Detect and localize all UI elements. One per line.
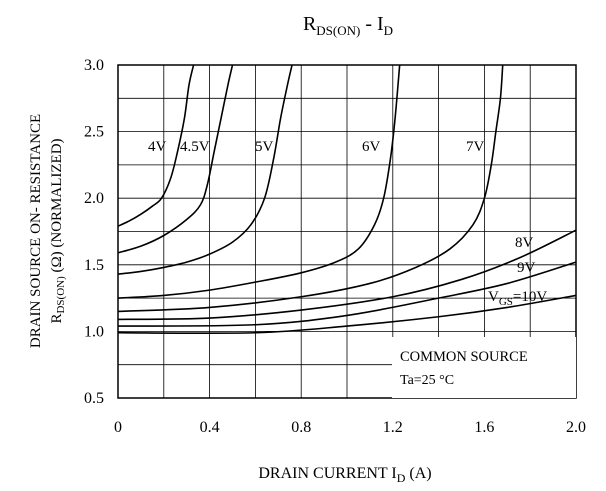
y-tick-label: 2.0 — [84, 190, 104, 207]
x-tick-labels: 0 0.4 0.8 1.2 1.6 2.0 — [114, 419, 586, 436]
y-axis-label-line2: RDS(ON) (Ω) (NORMALIZED) — [49, 138, 67, 323]
x-tick-label: 0.8 — [291, 419, 311, 436]
series-label-4v: 4V — [148, 139, 167, 155]
series-label-6v: 6V — [362, 139, 381, 155]
annotation-line1: COMMON SOURCE — [400, 349, 528, 365]
chart-title: RDS(ON) - ID — [303, 13, 393, 38]
x-tick-label: 1.2 — [383, 419, 403, 436]
series-line-6v — [117, 64, 401, 299]
series-line-vgs-10v — [117, 294, 577, 335]
y-axis-label: DRAIN SOURCE ON- RESISTANCE RDS(ON) (Ω) … — [28, 114, 67, 348]
series-label-8v: 8V — [515, 235, 534, 251]
series-line-8v — [117, 229, 577, 321]
series-label-7v: 7V — [466, 139, 485, 155]
series-group — [117, 64, 577, 335]
y-tick-label: 1.5 — [84, 257, 104, 274]
x-tick-label: 0.4 — [200, 419, 220, 436]
series-line-7v — [117, 64, 504, 313]
x-tick-label: 1.6 — [474, 419, 494, 436]
series-line-5v — [117, 64, 293, 275]
series-line-4-5v — [117, 64, 234, 254]
series-line-9v — [117, 261, 577, 327]
y-tick-label: 2.5 — [84, 124, 104, 141]
annotation-box — [392, 337, 576, 398]
y-tick-label: 3.0 — [84, 57, 104, 74]
series-label-4-5v: 4.5V — [180, 139, 210, 155]
series-line-4v — [117, 64, 195, 227]
y-axis-label-line1: DRAIN SOURCE ON- RESISTANCE — [28, 114, 44, 348]
y-tick-label: 0.5 — [84, 390, 104, 407]
y-tick-labels: 0.5 1.0 1.5 2.0 2.5 3.0 — [84, 57, 104, 407]
x-tick-label: 2.0 — [566, 419, 586, 436]
x-axis-label: DRAIN CURRENT ID (A) — [258, 465, 431, 485]
grid — [118, 65, 576, 398]
annotation-line2: Ta=25 °C — [400, 373, 454, 388]
series-label-5v: 5V — [255, 139, 274, 155]
series-label-vgs10v: VGS=10V — [488, 289, 547, 308]
series-label-9v: 9V — [517, 260, 536, 276]
y-tick-label: 1.0 — [84, 323, 104, 340]
plot-frame — [117, 64, 577, 399]
x-tick-label: 0 — [114, 419, 122, 436]
